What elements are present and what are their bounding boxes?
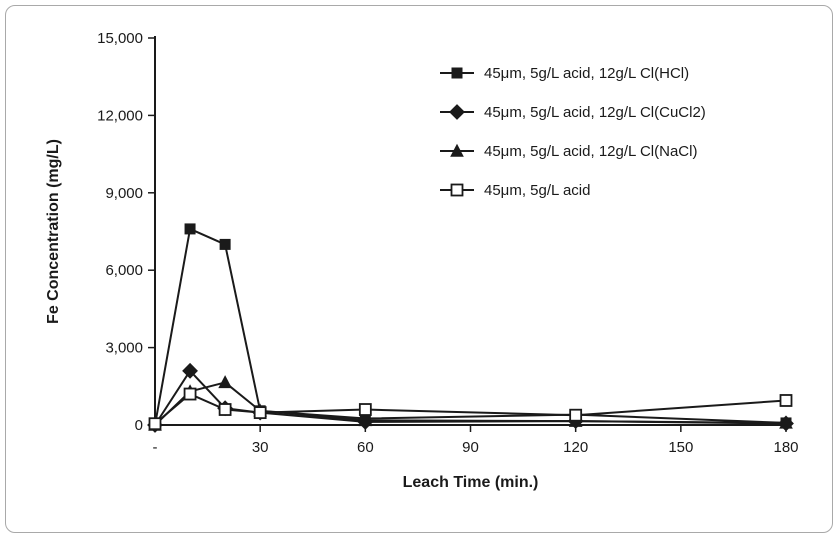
legend-label: 45μm, 5g/L acid, 12g/L Cl(HCl) bbox=[484, 65, 689, 82]
y-tick-label: 0 bbox=[135, 417, 143, 434]
y-tick-label: 12,000 bbox=[97, 107, 143, 124]
y-tick-label: 3,000 bbox=[105, 340, 143, 357]
marker-filled-diamond bbox=[182, 362, 198, 379]
marker-open-square bbox=[218, 403, 232, 416]
marker-open-square bbox=[148, 417, 162, 431]
marker-filled-square bbox=[219, 238, 231, 250]
marker-open-square bbox=[569, 408, 583, 422]
x-tick-label: - bbox=[153, 439, 158, 456]
marker-open-square bbox=[358, 403, 372, 416]
marker-filled-triangle bbox=[450, 143, 464, 157]
marker-filled-diamond bbox=[449, 104, 465, 120]
legend-label: 45μm, 5g/L acid, 12g/L Cl(CuCl2) bbox=[484, 104, 706, 121]
marker-open-square bbox=[253, 406, 267, 420]
x-axis-label: Leach Time (min.) bbox=[403, 474, 539, 491]
marker-open-square bbox=[779, 394, 793, 407]
x-tick-label: 60 bbox=[357, 439, 374, 456]
marker-filled-square bbox=[184, 223, 196, 235]
y-tick-label: 9,000 bbox=[105, 185, 143, 202]
x-tick-label: 90 bbox=[462, 439, 479, 456]
marker-open-square bbox=[450, 183, 464, 197]
x-tick-label: 120 bbox=[563, 439, 588, 456]
marker-filled-triangle bbox=[779, 415, 793, 429]
y-tick-label: 6,000 bbox=[105, 262, 143, 279]
legend-label: 45μm, 5g/L acid bbox=[484, 182, 590, 199]
y-axis-label: Fe Concentration (mg/L) bbox=[45, 139, 62, 324]
x-tick-label: 30 bbox=[252, 439, 269, 456]
marker-filled-triangle bbox=[358, 413, 373, 427]
x-tick-label: 150 bbox=[668, 439, 693, 456]
legend-label: 45μm, 5g/L acid, 12g/L Cl(NaCl) bbox=[484, 143, 697, 160]
marker-filled-square bbox=[451, 67, 463, 79]
y-tick-label: 15,000 bbox=[97, 30, 143, 47]
series-line bbox=[154, 227, 787, 426]
marker-open-square bbox=[183, 387, 197, 401]
x-tick-label: 180 bbox=[773, 439, 798, 456]
marker-filled-triangle bbox=[218, 375, 232, 389]
